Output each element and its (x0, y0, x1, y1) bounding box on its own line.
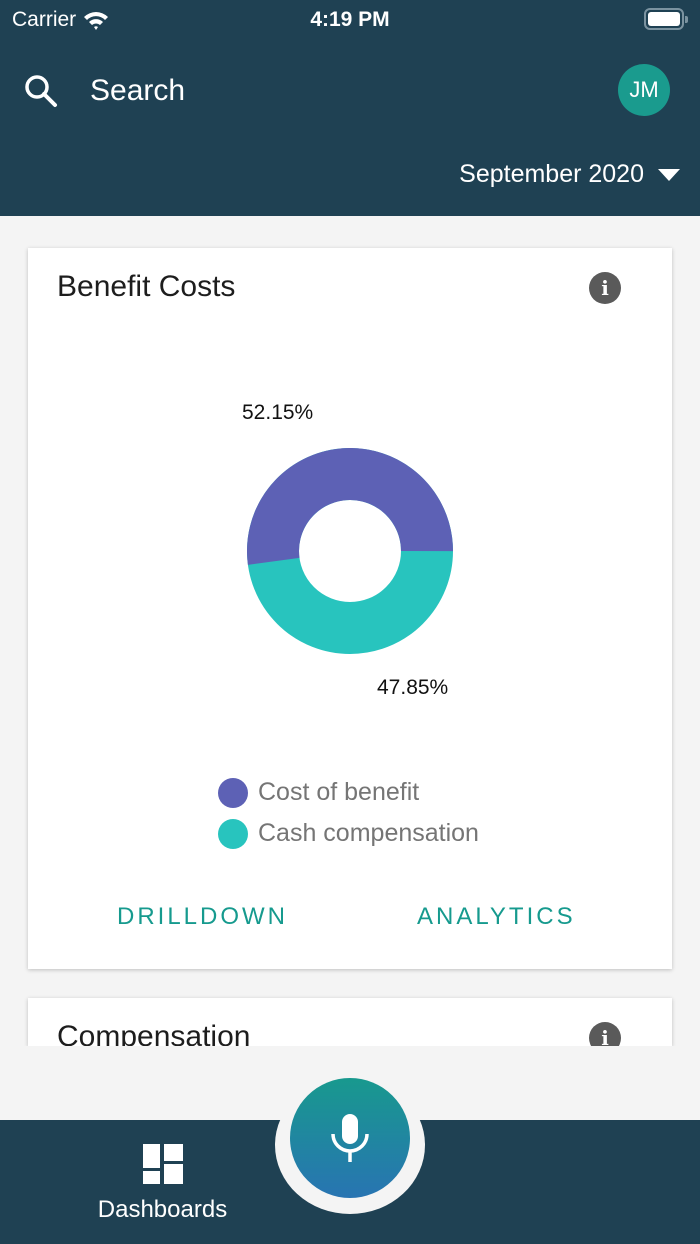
avatar[interactable]: JM (618, 64, 670, 116)
carrier-label: Carrier (12, 8, 77, 31)
analytics-button[interactable]: ANALYTICS (417, 903, 576, 930)
battery-icon (644, 8, 688, 30)
card-title: Benefit Costs (57, 270, 236, 303)
period-label: September 2020 (459, 160, 644, 188)
voice-input-button[interactable] (290, 1078, 410, 1198)
clock: 4:19 PM (310, 8, 390, 31)
slice-label-cost-of-benefit: 52.15% (242, 401, 314, 424)
legend-dot-icon (218, 777, 248, 808)
info-icon[interactable]: i (589, 272, 621, 304)
tab-label: Dashboards (97, 1196, 228, 1223)
donut-graphic (247, 448, 453, 654)
drilldown-button[interactable]: DRILLDOWN (117, 903, 289, 930)
period-dropdown[interactable]: September 2020 (459, 160, 680, 189)
info-icon[interactable]: i (589, 1022, 621, 1046)
card-title: Compensation (57, 1020, 251, 1046)
search-icon[interactable] (22, 72, 60, 110)
legend-label: Cash compensation (258, 819, 479, 847)
compensation-card: Compensation i (28, 998, 672, 1046)
donut-chart: 52.15% 47.85% (28, 248, 672, 969)
carrier-indicator: Carrier (12, 8, 110, 32)
card-actions: DRILLDOWN ANALYTICS (28, 903, 672, 933)
tab-dashboards[interactable]: Dashboards (90, 1144, 235, 1224)
legend-item-cash-compensation[interactable]: Cash compensation (218, 813, 479, 854)
legend-label: Cost of benefit (258, 778, 420, 806)
wifi-icon (84, 12, 109, 30)
search-input[interactable]: Search (90, 74, 186, 107)
legend-dot-icon (218, 818, 248, 849)
caret-down-icon (658, 168, 680, 181)
microphone-icon (331, 1114, 369, 1162)
status-bar: Carrier 4:19 PM (0, 0, 700, 40)
legend-item-cost-of-benefit[interactable]: Cost of benefit (218, 772, 479, 813)
app-header: Carrier 4:19 PM Search JM September 2020 (0, 0, 700, 216)
slice-label-cash-compensation: 47.85% (377, 676, 449, 699)
dashboard-grid-icon (142, 1144, 183, 1184)
benefit-costs-card: Benefit Costs i 52.15% 47.85% Cost of be… (28, 248, 672, 969)
chart-legend: Cost of benefit Cash compensation (218, 772, 479, 854)
search-bar[interactable]: Search JM (0, 64, 700, 116)
